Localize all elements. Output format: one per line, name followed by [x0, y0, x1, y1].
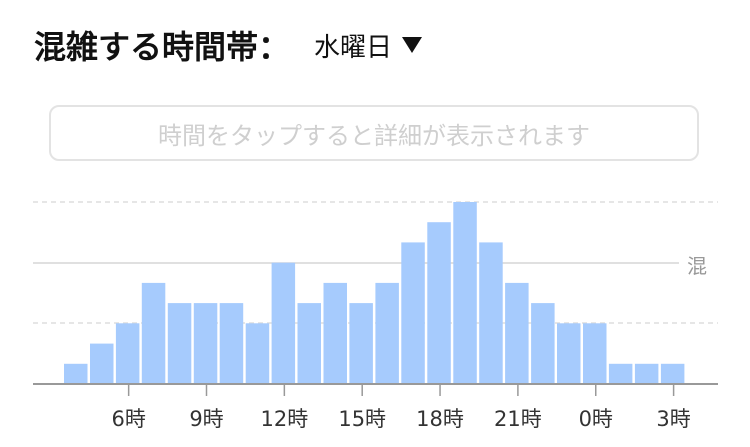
tick-label: 0時	[579, 407, 613, 431]
triangle-down-icon[interactable]	[402, 37, 423, 53]
busy-times-chart: 混 6時 9時 12時 15時 18時 21時 0時 3時	[33, 201, 718, 431]
bar-hour-12[interactable]	[375, 282, 399, 384]
bar-hour-9[interactable]	[297, 303, 322, 384]
bar-hour-18[interactable]	[531, 303, 555, 384]
bar-hour-0[interactable]	[64, 363, 88, 384]
ticks-group: 6時 9時 12時 15時 18時 21時 0時 3時	[111, 384, 691, 431]
header: 混雑する時間帯： 水曜日	[34, 22, 423, 68]
tap-hint-box: 時間をタップすると詳細が表示されます	[49, 105, 699, 161]
bar-hour-4[interactable]	[167, 303, 192, 384]
bar-hour-20[interactable]	[583, 323, 607, 384]
bar-hour-15[interactable]	[453, 202, 477, 384]
bar-hour-16[interactable]	[479, 242, 503, 384]
bar-hour-5[interactable]	[193, 303, 218, 384]
bar-hour-8[interactable]	[271, 262, 296, 384]
bar-hour-1[interactable]	[90, 343, 114, 384]
tick-label: 21時	[494, 407, 542, 431]
tick-label: 18時	[416, 407, 464, 431]
day-selector[interactable]: 水曜日	[314, 27, 423, 64]
bar-hour-14[interactable]	[427, 222, 451, 384]
bar-hour-22[interactable]	[634, 363, 659, 384]
bar-hour-10[interactable]	[323, 282, 348, 384]
bar-hour-17[interactable]	[505, 282, 529, 384]
tap-hint-text: 時間をタップすると詳細が表示されます	[158, 121, 590, 150]
day-label: 水曜日	[314, 32, 393, 63]
bar-hour-19[interactable]	[557, 323, 581, 384]
bar-hour-2[interactable]	[115, 323, 140, 384]
tick-label: 9時	[189, 407, 223, 431]
tick-label: 15時	[338, 407, 386, 431]
bars-group	[64, 202, 685, 384]
bar-hour-21[interactable]	[608, 363, 633, 384]
tick-label: 6時	[111, 407, 145, 431]
bar-hour-13[interactable]	[401, 242, 425, 384]
bar-hour-23[interactable]	[660, 363, 685, 384]
bar-hour-11[interactable]	[349, 303, 373, 384]
tick-label: 12時	[260, 407, 308, 431]
bar-hour-3[interactable]	[141, 282, 166, 384]
bar-hour-6[interactable]	[219, 303, 244, 384]
busy-label: 混	[687, 254, 707, 278]
tick-label: 3時	[656, 407, 690, 431]
page-title: 混雑する時間帯：	[34, 28, 291, 66]
bar-hour-7[interactable]	[245, 323, 270, 384]
